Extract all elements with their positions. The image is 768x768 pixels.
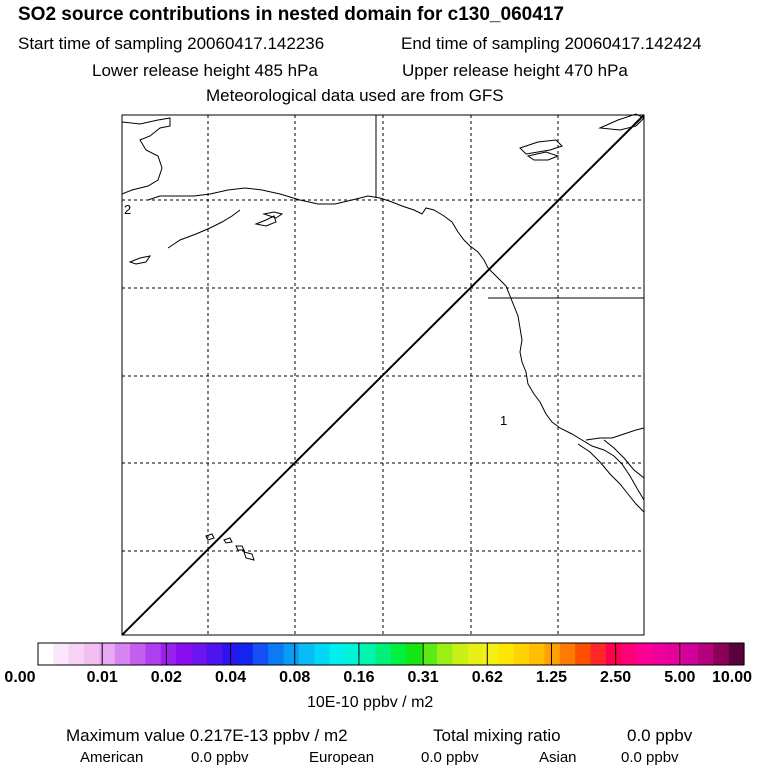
colorbar-frame <box>37 642 745 666</box>
colorbar-cell <box>406 643 423 665</box>
coastline-baja <box>577 443 645 513</box>
colorbar-tick-label: 10.00 <box>711 669 753 686</box>
colorbar-cell <box>68 643 85 665</box>
colorbar-cell <box>513 643 530 665</box>
coastline-hawaii <box>243 551 255 561</box>
colorbar-cell <box>529 643 546 665</box>
colorbar-cell <box>176 643 193 665</box>
coastline-arctic-islands <box>519 139 563 155</box>
coastline-hawaii <box>235 545 245 551</box>
colorbar-cell <box>391 643 407 665</box>
colorbar-cell <box>636 643 653 665</box>
colorbar-cell <box>84 643 100 665</box>
colorbar-tick-label: 0.16 <box>343 669 375 686</box>
colorbar-cell <box>237 643 254 665</box>
colorbar-tick-label: 1.25 <box>535 669 568 686</box>
colorbar-cell <box>298 643 315 665</box>
colorbar-cell <box>651 643 668 665</box>
colorbar-cell <box>268 643 285 665</box>
colorbar-cell <box>53 643 70 665</box>
colorbar-cell <box>667 643 684 665</box>
colorbar-cell <box>605 643 622 665</box>
colorbar-cell <box>437 643 453 665</box>
map-label-two: 2 <box>124 202 131 217</box>
colorbar-cell <box>682 643 699 665</box>
colorbar-cell <box>728 643 745 665</box>
coastline-arctic-islands <box>526 151 560 161</box>
colorbar-cell <box>191 643 208 665</box>
colorbar-cell <box>544 643 561 665</box>
colorbar-cell <box>99 643 116 665</box>
region-american-label: American <box>80 749 144 766</box>
coastline-alaska-north <box>121 117 171 195</box>
colorbar-cell <box>344 643 361 665</box>
colorbar-cell <box>575 643 592 665</box>
colorbar-tick-label: 0.02 <box>150 669 182 686</box>
coastline-hawaii <box>205 533 215 541</box>
colorbar-cell <box>252 643 269 665</box>
upper-release-height-label: Upper release height 470 hPa <box>402 61 628 80</box>
region-european-label: European <box>309 749 375 766</box>
border-us-mexico <box>585 427 645 441</box>
coastline-hawaii <box>223 537 233 544</box>
colorbar <box>38 643 745 665</box>
coastline-island-small <box>254 215 277 227</box>
region-american-value: 0.0 ppbv <box>191 749 249 766</box>
coastlines <box>121 113 645 561</box>
colorbar-cell <box>590 643 607 665</box>
colorbar-cell <box>498 643 515 665</box>
map-frame <box>121 114 645 636</box>
coastline-alaska-gulf <box>147 187 645 501</box>
political-borders <box>375 115 645 441</box>
total-mixing-ratio-value: 0.0 ppbv <box>627 726 693 745</box>
region-european-value: 0.0 ppbv <box>421 749 479 766</box>
colorbar-cell <box>621 643 638 665</box>
colorbar-cell <box>206 643 223 665</box>
coastline-island-small <box>262 211 284 219</box>
colorbar-cell <box>559 643 576 665</box>
colorbar-cell <box>38 643 54 665</box>
colorbar-cell <box>483 643 500 665</box>
plot-title: SO2 source contributions in nested domai… <box>18 4 564 25</box>
colorbar-dividers <box>101 643 681 665</box>
colorbar-cell <box>713 643 730 665</box>
maximum-value-label: Maximum value 0.217E-13 ppbv / m2 <box>66 726 348 745</box>
region-asian-value: 0.0 ppbv <box>621 749 679 766</box>
colorbar-cell <box>360 643 377 665</box>
map-label-one: 1 <box>500 413 507 428</box>
colorbar-cell <box>283 643 300 665</box>
colorbar-tick-label: 0.01 <box>86 669 118 686</box>
met-data-label: Meteorological data used are from GFS <box>206 86 504 105</box>
colorbar-cell <box>467 643 484 665</box>
region-asian-label: Asian <box>539 749 577 766</box>
coastline-island-small <box>128 255 152 265</box>
colorbar-tick-label: 5.00 <box>664 669 696 686</box>
colorbar-cell <box>314 643 331 665</box>
end-time-label: End time of sampling 20060417.142424 <box>401 34 702 53</box>
colorbar-units-label: 10E-10 ppbv / m2 <box>307 694 434 711</box>
colorbar-tick-label: 0.08 <box>279 669 311 686</box>
colorbar-cell <box>114 643 131 665</box>
colorbar-cell <box>421 643 438 665</box>
colorbar-tick-label: 0.00 <box>4 669 36 686</box>
colorbar-tick-label: 0.31 <box>407 669 439 686</box>
total-mixing-ratio-label: Total mixing ratio <box>433 726 561 745</box>
colorbar-cell <box>697 643 714 665</box>
colorbar-cell <box>130 643 147 665</box>
coastline-bc-islands <box>167 209 241 249</box>
colorbar-cell <box>329 643 346 665</box>
flight-track-line <box>121 114 645 636</box>
lower-release-height-label: Lower release height 485 hPa <box>92 61 318 80</box>
colorbar-cell <box>375 643 392 665</box>
colorbar-cell <box>452 643 469 665</box>
colorbar-tick-label: 0.62 <box>471 669 503 686</box>
coastline-mexico-inland <box>603 439 645 479</box>
colorbar-tick-label: 0.04 <box>214 669 247 686</box>
colorbar-tick-label: 2.50 <box>600 669 632 686</box>
start-time-label: Start time of sampling 20060417.142236 <box>18 34 325 53</box>
colorbar-cell <box>160 643 177 665</box>
colorbar-cell <box>145 643 162 665</box>
